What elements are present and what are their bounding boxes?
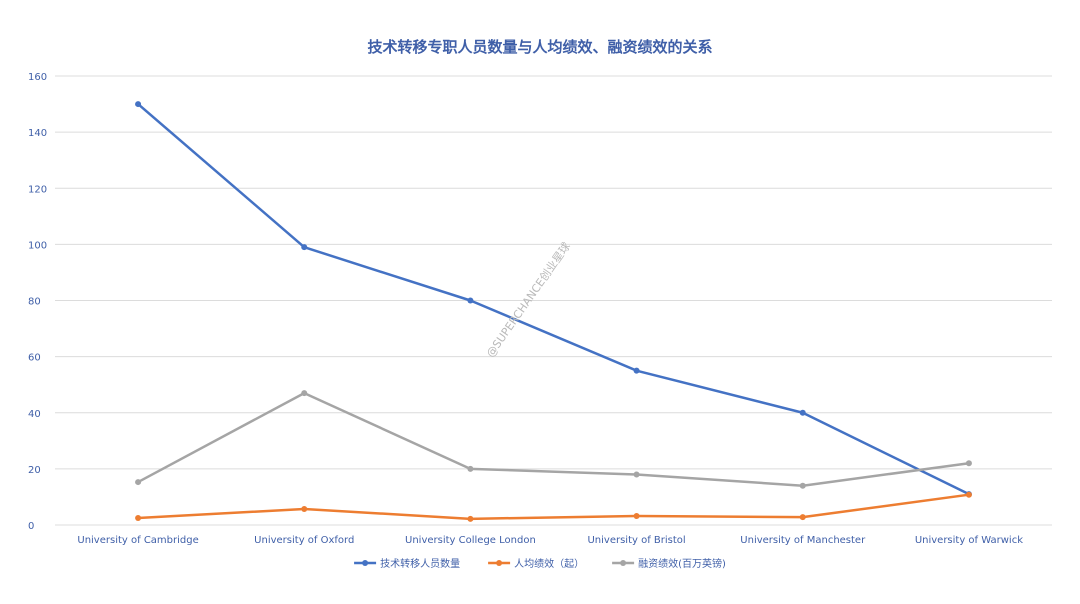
chart-title: 技术转移专职人员数量与人均绩效、融资绩效的关系 (367, 38, 712, 56)
data-point (799, 514, 806, 521)
series-line (136, 493, 971, 521)
legend-swatch-marker (496, 560, 503, 566)
legend-label: 人均绩效（起） (514, 557, 584, 570)
x-tick-label: University College London (405, 535, 536, 546)
data-point (135, 101, 142, 108)
data-point (633, 367, 640, 374)
legend-label: 技术转移人员数量 (380, 557, 460, 570)
x-tick-label: University of Oxford (254, 535, 354, 546)
data-point (467, 465, 474, 472)
data-point (799, 409, 806, 416)
y-tick-label: 0 (28, 521, 34, 532)
y-tick-label: 60 (28, 353, 41, 364)
data-point (301, 390, 308, 397)
data-point (135, 514, 142, 521)
legend-item: 融资绩效(百万英镑) (612, 557, 726, 570)
legend-swatch-marker (362, 560, 369, 566)
legend-label: 融资绩效(百万英镑) (638, 557, 726, 570)
x-tick-label: University of Bristol (587, 535, 685, 546)
data-point (467, 515, 474, 522)
series-2 (135, 491, 972, 522)
data-point (633, 471, 640, 478)
data-point (467, 297, 474, 304)
y-tick-label: 80 (28, 297, 41, 308)
series-lines (135, 101, 972, 522)
y-tick-label: 40 (28, 409, 41, 420)
watermark-text: @SUPERCHANCE创业星球 (483, 239, 573, 359)
x-tick-label: University of Warwick (915, 535, 1023, 546)
data-point (633, 513, 640, 520)
x-axis-ticks: University of Cambridge University of Oxf… (77, 535, 1023, 546)
legend-swatch-marker (620, 560, 627, 566)
series-3 (135, 390, 972, 489)
legend-item: 人均绩效（起） (488, 557, 584, 570)
y-tick-label: 140 (28, 128, 47, 139)
data-point (965, 460, 972, 467)
series-line (136, 102, 971, 496)
data-point (965, 491, 972, 498)
series-1 (135, 101, 972, 498)
series-line (136, 391, 971, 487)
y-tick-label: 160 (28, 72, 47, 83)
data-point (301, 244, 308, 251)
legend-item: 技术转移人员数量 (354, 557, 460, 570)
data-point (135, 479, 142, 486)
y-tick-label: 120 (28, 184, 47, 195)
data-point (301, 506, 308, 513)
data-point (799, 482, 806, 489)
y-tick-label: 20 (28, 465, 41, 476)
gridlines (55, 75, 1052, 526)
y-tick-label: 100 (28, 240, 47, 251)
legend: 技术转移人员数量 人均绩效（起） 融资绩效(百万英镑) (354, 557, 726, 570)
x-tick-label: University of Manchester (740, 535, 866, 546)
x-tick-label: University of Cambridge (77, 535, 198, 546)
y-axis-ticks: 0 20 40 60 80 100 120 140 160 (28, 72, 47, 532)
